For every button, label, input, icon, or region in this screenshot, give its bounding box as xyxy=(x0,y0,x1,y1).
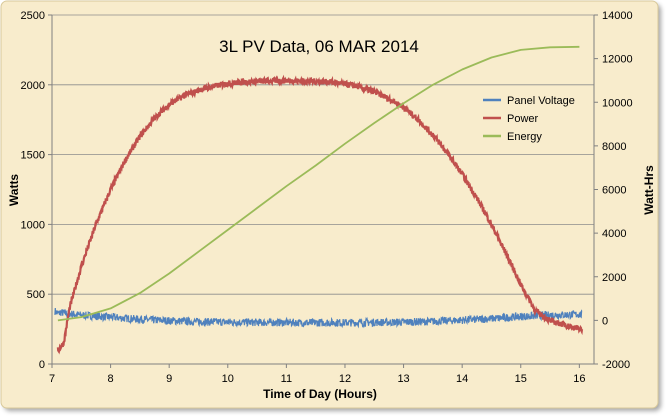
legend-label: Energy xyxy=(507,131,542,143)
y-tick-label: 1000 xyxy=(21,219,45,231)
x-axis-title: Time of Day (Hours) xyxy=(263,387,377,401)
y2-tick-label: 0 xyxy=(602,315,608,327)
chart-border xyxy=(0,0,659,409)
y-axis-title: Watts xyxy=(7,174,21,207)
chart-background xyxy=(1,1,658,408)
x-tick-label: 12 xyxy=(339,373,351,385)
series-energy xyxy=(57,45,580,322)
legend: Panel Voltage Power Energy xyxy=(483,95,575,143)
x-tick-label: 16 xyxy=(573,373,585,385)
y2-tick-label: 4000 xyxy=(602,228,626,240)
series-power xyxy=(56,74,584,355)
x-tick-label: 13 xyxy=(397,373,409,385)
x-tick-label: 14 xyxy=(456,373,468,385)
legend-label: Power xyxy=(507,113,539,125)
x-tick-label: 8 xyxy=(108,373,114,385)
series-panel-voltage xyxy=(54,307,583,329)
legend-label: Panel Voltage xyxy=(507,95,575,107)
y-tick-label: 2000 xyxy=(21,80,45,92)
y2-axis-title: Watt-Hrs xyxy=(642,165,656,215)
y2-tick-label: 8000 xyxy=(602,141,626,153)
y-tick-label: 0 xyxy=(39,359,45,371)
y-tick-label: 2500 xyxy=(21,10,45,22)
y2-tick-label: 10000 xyxy=(602,97,633,109)
chart-title: 3L PV Data, 06 MAR 2014 xyxy=(219,37,419,56)
y2-tick-label: 14000 xyxy=(602,10,633,22)
y2-tick-label: -2000 xyxy=(602,359,630,371)
x-tick-label: 10 xyxy=(222,373,234,385)
x-tick-label: 7 xyxy=(49,373,55,385)
y2-tick-label: 12000 xyxy=(602,54,633,66)
x-tick-label: 15 xyxy=(515,373,527,385)
x-tick-label: 11 xyxy=(281,373,292,385)
y2-tick-label: 2000 xyxy=(602,272,626,284)
y-tick-label: 1500 xyxy=(21,150,45,162)
y-tick-label: 500 xyxy=(27,289,45,301)
y2-tick-label: 6000 xyxy=(602,185,626,197)
x-tick-label: 9 xyxy=(166,373,172,385)
plot-area: 7 8 9 10 11 12 13 14 15 16 0 500 1000 1500 2000 2500 -20… xyxy=(21,10,633,385)
